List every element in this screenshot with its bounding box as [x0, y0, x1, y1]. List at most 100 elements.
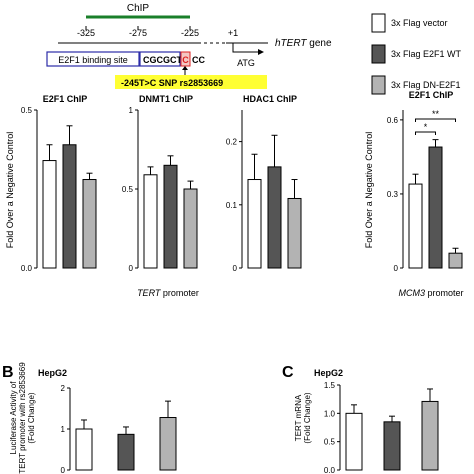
- bar: [117, 433, 135, 471]
- tick-label-p1: +1: [228, 28, 238, 38]
- y-tick-label: 1: [129, 106, 134, 115]
- snp-label: -245T>C SNP rs2853669: [121, 78, 223, 88]
- bar: [159, 417, 177, 471]
- bar: [345, 412, 363, 471]
- panel-a-ylabel: Fold Over a Negative Control: [5, 132, 15, 249]
- tert-group-name: TERT: [137, 288, 162, 298]
- bar: [75, 428, 93, 471]
- y-tick-label: 1.5: [324, 381, 336, 390]
- legend-swatch-wt: [371, 44, 386, 64]
- bar: [247, 179, 262, 269]
- panel-b-ylabel-line1: Luciferase Activity of: [9, 381, 18, 455]
- y-tick-label: 0: [233, 264, 238, 273]
- panel-c-ylabel: TERT mRNA (Fold Change): [294, 392, 312, 443]
- legend: 3x Flag vector 3x Flag E2F1 WT 3x Flag D…: [371, 13, 462, 95]
- gene-label: hTERT gene: [275, 38, 332, 49]
- tick-label-m325: -325: [77, 28, 95, 38]
- significance-label: **: [432, 109, 440, 119]
- legend-swatch-vector: [371, 13, 386, 33]
- binding-site-label: E2F1 binding site: [58, 55, 128, 65]
- gene-name: hTERT: [275, 38, 307, 49]
- y-tick-label: 0.5: [122, 185, 134, 194]
- mcm3-group-name: MCM3: [398, 288, 425, 298]
- y-tick-label: 0.2: [226, 138, 238, 147]
- panel-c-letter: C: [282, 364, 294, 381]
- legend-label-wt: 3x Flag E2F1 WT: [391, 49, 462, 59]
- bar: [82, 179, 97, 269]
- chart-title: E2F1 ChIP: [409, 90, 454, 100]
- tss-arrowhead-icon: [258, 49, 264, 55]
- bar: [428, 146, 443, 269]
- bar: [287, 197, 302, 269]
- chart-0: E2F1 ChIP 0.0 0.5: [21, 94, 97, 273]
- panel-c-ylabel-line1: TERT mRNA: [294, 394, 303, 441]
- chart-title: DNMT1 ChIP: [139, 94, 193, 104]
- y-tick-label: 0.5: [21, 106, 33, 115]
- bar: [448, 252, 463, 269]
- bar: [267, 166, 282, 269]
- y-tick-label: 0.0: [324, 466, 336, 474]
- mcm3-group-suffix: promoter: [425, 288, 464, 298]
- atg-label: ATG: [237, 58, 255, 68]
- tick-label-m225: -225: [181, 28, 199, 38]
- y-tick-label: 1.0: [324, 409, 336, 418]
- tert-group-suffix: promoter: [160, 288, 199, 298]
- significance-label: *: [424, 122, 428, 132]
- legend-label-vector: 3x Flag vector: [391, 18, 448, 28]
- bar-charts: E2F1 ChIP 0.0 0.5 DNMT1 ChIP 0 0.5 1 HDAC1 ChIP…: [21, 90, 463, 474]
- sequence-prefix: CGCGCT: [143, 55, 182, 65]
- y-tick-label: 0: [129, 264, 134, 273]
- bar: [383, 421, 401, 471]
- sequence-box: [139, 51, 181, 67]
- y-tick-label: 0: [61, 466, 66, 474]
- chart-4: 0 1 2: [61, 384, 177, 474]
- bar: [183, 188, 198, 269]
- bar: [408, 183, 423, 269]
- panel-b-cell-line: HepG2: [38, 368, 67, 378]
- y-tick-label: 2: [61, 384, 66, 393]
- chart-title: E2F1 ChIP: [43, 94, 88, 104]
- tick-label-m275: -275: [129, 28, 147, 38]
- y-tick-label: 0.1: [226, 201, 238, 210]
- panel-c-ylabel-line2: (Fold Change): [303, 392, 312, 443]
- y-tick-label: 1: [61, 425, 66, 434]
- bar: [62, 144, 77, 269]
- panel-b-ylabel: Luciferase Activity of TERT promoter wit…: [9, 362, 36, 474]
- chart-5: 0.0 0.5 1.0 1.5: [324, 381, 439, 474]
- gene-suffix: gene: [307, 38, 332, 49]
- legend-label-dn: 3x Flag DN-E2F1: [391, 80, 461, 90]
- binding-site-box: [46, 51, 140, 67]
- y-tick-label: 0.0: [21, 264, 33, 273]
- significance-bracket: [415, 118, 456, 122]
- tert-promoter-label: TERT promoter: [137, 288, 199, 298]
- snp-label-box: [115, 75, 267, 89]
- bar: [421, 400, 439, 471]
- snp-base-box: [180, 51, 191, 67]
- y-tick-label: 0.6: [387, 116, 399, 125]
- y-tick-label: 0.3: [387, 190, 399, 199]
- bar: [163, 164, 178, 269]
- snp-pointer-arrowhead-icon: [182, 66, 188, 70]
- mcm3-promoter-label: MCM3 promoter: [398, 288, 463, 298]
- tss-arrow-icon: [232, 43, 258, 53]
- panel-c-cell-line: HepG2: [314, 368, 343, 378]
- panel-a-mcm3-ylabel: Fold Over a Negative Control: [364, 132, 374, 249]
- panel-b-ylabel-line3: (Fold Change): [27, 392, 36, 443]
- y-tick-label: 0: [394, 264, 399, 273]
- panel-b-ylabel-line2: TERT promoter with rs2853669: [18, 362, 27, 474]
- legend-swatch-dn: [371, 75, 386, 95]
- chart-1: DNMT1 ChIP 0 0.5 1: [122, 94, 198, 273]
- bar: [42, 160, 57, 269]
- snp-base: C: [182, 55, 189, 65]
- bar: [143, 174, 158, 269]
- chart-title: HDAC1 ChIP: [243, 94, 297, 104]
- chip-label: ChIP: [127, 3, 150, 14]
- chart-2: HDAC1 ChIP 0 0.1 0.2: [226, 94, 302, 273]
- y-tick-label: 0.5: [324, 438, 336, 447]
- sequence-suffix: CC: [192, 55, 205, 65]
- promoter-schematic: ChIP -325 -275 -225 +1 ATG hTERT gene E2…: [46, 3, 332, 89]
- significance-bracket: [415, 131, 436, 135]
- panel-b-letter: B: [2, 364, 14, 381]
